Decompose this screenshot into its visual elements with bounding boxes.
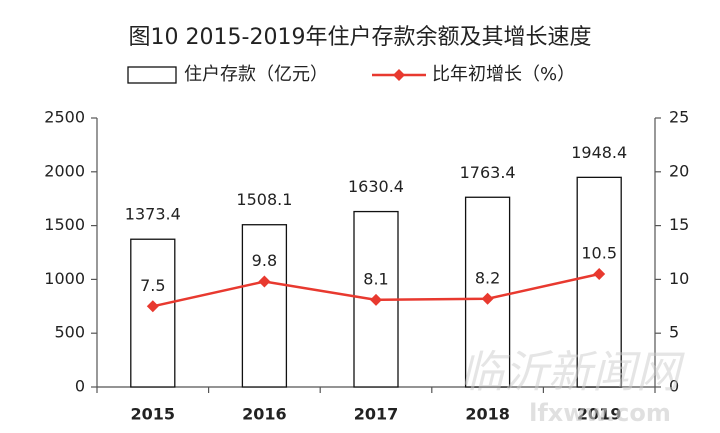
- chart-title: 图10 2015-2019年住户存款余额及其增长速度: [129, 25, 592, 50]
- line-value-label: 7.5: [140, 276, 165, 295]
- line-marker: [370, 293, 382, 306]
- bar: [241, 224, 288, 388]
- y-tick-label: 1000: [44, 269, 85, 288]
- x-tick-label: 2017: [354, 405, 399, 424]
- legend-label: 比年初增长（%）: [432, 64, 575, 85]
- x-tick-label: 2015: [131, 405, 176, 424]
- y-tick-label: 2000: [44, 161, 85, 180]
- y-tick-label: 0: [75, 377, 85, 396]
- x-tick-label: 2018: [465, 405, 510, 424]
- legend-label: 住户存款（亿元）: [184, 64, 328, 85]
- y-tick-label: 1500: [44, 215, 85, 234]
- bar-value-label: 1763.4: [460, 163, 516, 182]
- legend-marker: [393, 69, 405, 81]
- x-tick-label: 2016: [242, 405, 287, 424]
- y2-tick-label: 25: [669, 108, 689, 127]
- bar-value-label: 1373.4: [125, 205, 181, 224]
- bar-value-label: 1948.4: [571, 143, 627, 162]
- line-value-label: 8.2: [475, 268, 500, 287]
- bar-value-label: 1508.1: [236, 190, 292, 209]
- y-tick-label: 2500: [44, 108, 85, 127]
- x-tick-label: 2019: [577, 405, 622, 424]
- line-value-label: 9.8: [252, 251, 277, 270]
- bar: [576, 176, 622, 388]
- y2-tick-label: 5: [669, 323, 679, 342]
- legend-swatch: [127, 66, 177, 84]
- y2-tick-label: 15: [669, 215, 689, 234]
- line-marker: [481, 292, 494, 305]
- bar: [464, 196, 511, 388]
- line-marker: [593, 268, 606, 281]
- line-marker: [258, 275, 271, 288]
- y-tick-label: 500: [54, 323, 85, 342]
- line-marker: [146, 300, 159, 313]
- y2-tick-label: 10: [669, 269, 689, 288]
- line-value-label: 10.5: [581, 244, 617, 263]
- bar-value-label: 1630.4: [348, 177, 404, 196]
- line-value-label: 8.1: [363, 269, 388, 288]
- watermark: 临沂新闻网: [460, 347, 685, 398]
- y2-tick-label: 20: [669, 161, 689, 180]
- watermark: lfxww.com: [529, 399, 671, 427]
- bar: [130, 238, 176, 388]
- y2-tick-label: 0: [669, 377, 679, 396]
